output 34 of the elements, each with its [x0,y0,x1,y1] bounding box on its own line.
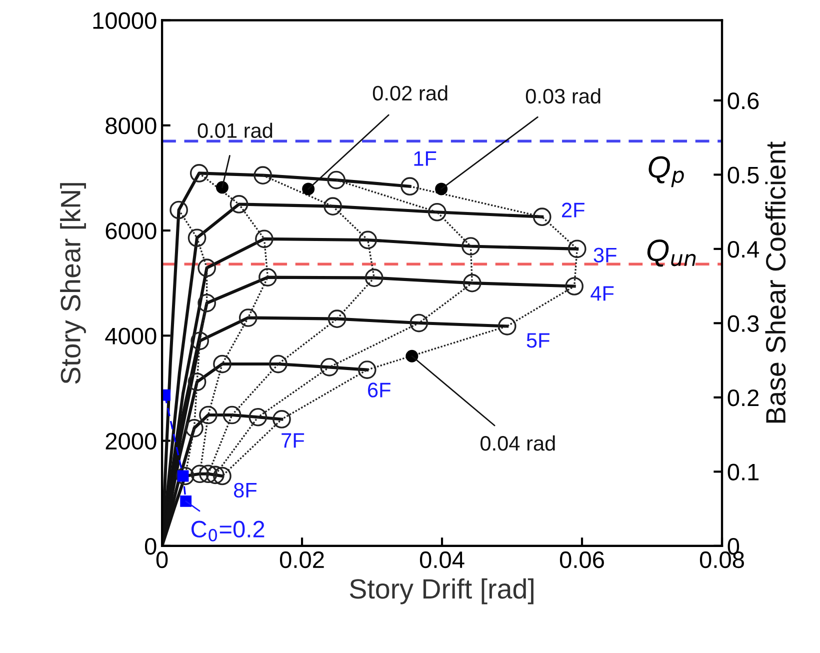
y2-tick-label: 0.6 [728,92,759,110]
ref-line-label: Q$_{un}$ [647,240,696,267]
x-tick-label: 0.06 [560,551,604,568]
y-tick-label: 10000 [93,12,156,30]
series-label: 4F [590,286,614,301]
series-label: 7F [282,433,304,448]
ref-line-label: Q$_{p}$ [648,156,684,188]
y-tick-label: 4000 [105,328,156,344]
y-tick-label: 0 [144,538,156,555]
x-axis-title: Story Drift [rad] [350,578,534,604]
series-label: 8F [234,482,257,498]
x-tick-label: 0.02 [280,551,324,568]
y2-tick-label: 0.1 [728,464,759,480]
y-tick-label: 6000 [106,222,156,240]
y2-axis-title: Base Shear Coefficient [765,141,786,423]
series-label: 1F [414,151,436,166]
annotation: 0.01 rad [198,122,272,138]
series-label: 3F [594,248,616,262]
series-label: 6F [368,382,390,398]
y2-tick-label: 0.2 [728,389,759,406]
x-tick-label: 0.04 [420,551,464,568]
y-axis-title: Story Shear [kN] [60,183,86,384]
annotation: 0.02 rad [372,85,448,101]
y2-tick-label: 0.4 [728,240,760,258]
y-tick-label: 8000 [106,117,156,134]
y-tick-label: 2000 [106,432,156,450]
y2-tick-label: 0.5 [728,166,759,184]
series-label: 5F [526,333,550,348]
annotation: C$_{0}$=0.2 [191,520,264,542]
annotation: 0.04 rad [480,435,555,451]
x-tick-label: 0 [156,551,168,568]
series-label: 2F [562,202,584,218]
y2-tick-label: 0.3 [728,315,759,332]
annotation: 0.03 rad [526,88,600,104]
